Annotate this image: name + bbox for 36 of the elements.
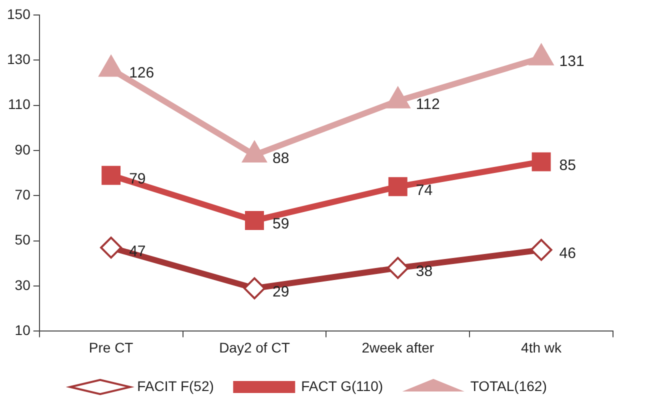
data-label: 131	[559, 53, 584, 70]
y-tick-label: 70	[14, 186, 31, 203]
y-tick-label: 150	[7, 6, 31, 22]
x-tick-label: Pre CT	[88, 339, 134, 356]
y-tick-label: 50	[14, 232, 31, 248]
y-tick-label: 130	[7, 51, 31, 68]
x-tick-label: 2week after	[362, 339, 434, 356]
point	[98, 55, 124, 77]
point	[530, 238, 552, 261]
point	[386, 256, 409, 279]
data-label: 46	[559, 245, 576, 262]
y-tick-label: 90	[14, 141, 31, 158]
x-tick-label: 4th wk	[521, 339, 563, 356]
point	[388, 177, 408, 196]
legend-label: TOTAL(162)	[470, 378, 547, 394]
point	[100, 236, 122, 259]
y-tick-label: 10	[14, 322, 31, 338]
point	[386, 86, 410, 108]
data-label: 88	[272, 150, 290, 168]
y-tick-label: 30	[14, 276, 31, 293]
point	[529, 44, 554, 66]
data-label: 126	[129, 64, 154, 82]
legend-label: FACT G(110)	[301, 378, 384, 394]
y-tick-label: 110	[8, 96, 31, 112]
data-label: 29	[272, 283, 290, 300]
data-label: 38	[416, 263, 433, 280]
point	[242, 141, 267, 163]
point	[244, 211, 264, 230]
point	[102, 166, 121, 185]
data-label: 74	[416, 182, 433, 199]
legend-label: FACIT F(52)	[137, 378, 214, 394]
data-label: 59	[272, 216, 290, 233]
x-tick-label: Day2 of CT	[219, 339, 290, 356]
point	[243, 277, 266, 300]
data-label: 85	[559, 156, 576, 174]
data-label: 112	[416, 96, 440, 113]
